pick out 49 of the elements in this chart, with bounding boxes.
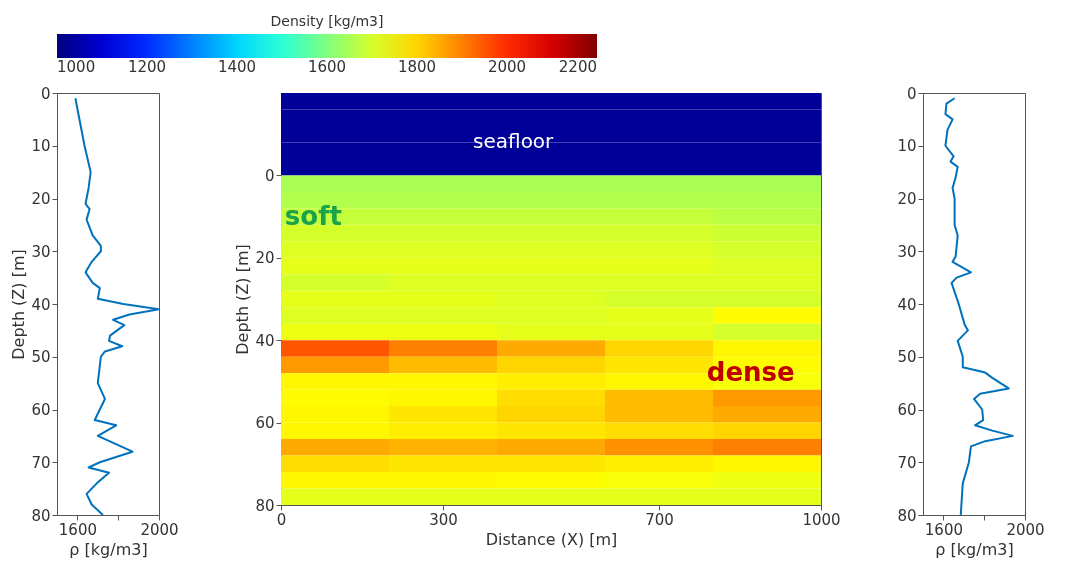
y-tick-label: 80 [897, 506, 917, 525]
y-tick-label: 10 [31, 137, 51, 156]
x-axis-title: ρ [kg/m3] [935, 539, 1014, 559]
y-tick-label: 70 [897, 453, 917, 472]
y-tick-label: 20 [897, 190, 917, 208]
y-tick-label: 0 [906, 84, 917, 103]
y-axis-title: Depth (Z) [m] [233, 244, 253, 355]
line-series [74, 97, 159, 515]
y-axis-title: Depth (Z) [m] [9, 249, 29, 360]
annotation: dense [706, 357, 795, 388]
y-tick-label: 40 [31, 295, 51, 314]
color-bar-label: 1400 [217, 58, 257, 76]
x-tick-label: 1600 [58, 520, 97, 539]
x-tick-label: 0 [276, 510, 287, 529]
color-bar-label: 1600 [307, 58, 347, 76]
y-tick-label: 30 [31, 242, 51, 261]
x-tick-label: 300 [429, 510, 458, 529]
x-tick-label: 2000 [140, 520, 179, 539]
annotation: seafloor [473, 129, 555, 154]
annotation: soft [284, 200, 342, 231]
x-tick-label: 2000 [1006, 520, 1045, 539]
y-tick-label: 60 [897, 401, 917, 419]
y-tick-label: 80 [255, 496, 275, 515]
line-series [944, 97, 1014, 515]
x-axis-title: Distance (X) [m] [485, 529, 618, 549]
color-bar-label: 1800 [397, 58, 437, 76]
y-tick-label: 60 [255, 414, 275, 433]
y-tick-label: 40 [255, 331, 275, 350]
y-tick-label: 20 [255, 249, 275, 268]
y-tick-label: 70 [31, 453, 51, 472]
y-tick-label: 40 [897, 295, 917, 314]
color-bar-label: 2000 [487, 58, 527, 76]
y-tick-label: 30 [897, 242, 917, 261]
y-tick-label: 10 [897, 137, 917, 156]
y-tick-label: 50 [31, 348, 51, 367]
x-tick-label: 1000 [802, 510, 841, 529]
y-tick-label: 0 [40, 84, 51, 103]
y-tick-label: 20 [31, 190, 51, 208]
color-bar-label: 1200 [127, 58, 167, 76]
x-axis-title: ρ [kg/m3] [69, 539, 148, 559]
y-tick-label: 80 [31, 506, 51, 525]
y-tick-label: 60 [31, 401, 51, 419]
color-bar-label: 1000 [57, 58, 96, 76]
x-tick-label: 1600 [924, 520, 963, 539]
y-tick-label: 50 [897, 348, 917, 367]
color-bar-title: Density [kg/m3] [270, 13, 384, 29]
x-tick-label: 700 [645, 510, 674, 529]
y-tick-label: 0 [264, 166, 275, 185]
color-bar-label: 2200 [558, 58, 597, 76]
